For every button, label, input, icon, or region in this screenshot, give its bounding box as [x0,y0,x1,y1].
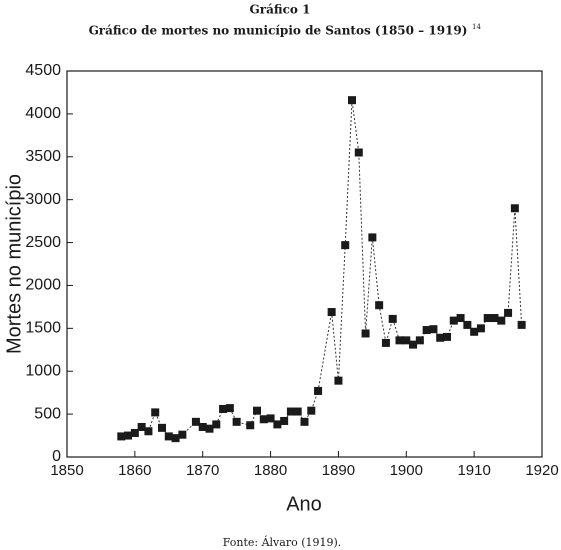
data-point [151,408,160,417]
data-point [476,324,485,333]
y-tick-label: 3000 [25,191,61,208]
y-tick-label: 500 [34,405,61,422]
data-point [327,308,336,317]
data-point [273,420,282,429]
data-point [198,422,207,431]
data-point [517,320,526,329]
data-point [456,314,465,323]
chart-title: Gráfico de mortes no município de Santos… [89,24,468,38]
data-point [191,417,200,426]
data-point [158,423,166,432]
data-point [225,404,234,413]
data-point [171,434,180,443]
data-point [354,148,363,157]
y-tick-label: 1500 [25,320,61,337]
data-point [449,316,458,325]
data-point [259,415,268,424]
data-point [415,336,424,345]
data-point [124,431,133,440]
data-point [388,314,397,323]
data-point [497,316,506,325]
x-tick-label: 1920 [525,462,558,479]
data-point [280,416,289,425]
x-axis-label: Ano [286,493,322,515]
data-point [443,332,451,341]
x-tick-label: 1860 [118,462,151,479]
data-point [422,326,431,335]
data-point [395,336,404,345]
y-tick-label: 2000 [25,277,61,294]
data-point [483,314,492,323]
data-point [463,320,472,329]
data-point [137,422,146,431]
data-point [510,204,519,213]
data-point [314,386,323,395]
data-point [361,329,370,338]
data-point [219,404,228,413]
data-point [286,407,295,416]
y-tick-label: 4500 [25,62,61,79]
data-point [164,432,173,441]
title-note: 14 [472,23,481,31]
source-note: Fonte: Álvaro (1919). [223,535,342,549]
x-tick-label: 1890 [322,462,355,479]
data-point [307,406,316,415]
data-point [293,407,302,416]
y-axis-label: Mortes no município [3,174,25,354]
y-tick-label: 1000 [25,362,61,379]
data-point [409,340,418,349]
data-point [144,427,153,436]
data-point [381,338,390,347]
y-tick-label: 2500 [25,234,61,251]
x-tick-label: 1880 [254,462,287,479]
data-point [246,421,255,430]
data-point [436,333,445,342]
data-point [253,406,261,415]
y-tick-label: 3500 [25,148,61,165]
data-point [117,432,126,441]
data-point [375,301,384,310]
x-tick-label: 1910 [457,462,490,479]
data-point [429,325,438,334]
data-point [402,336,411,345]
data-point [341,241,350,250]
x-tick-label: 1870 [186,462,219,479]
chart-heading: Gráfico 1 [250,3,311,17]
data-point [300,417,309,426]
data-point [205,424,214,433]
plot-frame [66,70,543,458]
x-tick-label: 1850 [50,462,83,479]
data-point [232,417,241,426]
data-point [212,420,221,429]
data-point [178,430,187,439]
data-point [348,96,356,105]
x-tick-label: 1900 [390,462,423,479]
data-point [470,327,479,336]
y-tick-label: 4000 [25,105,61,122]
data-point [368,233,377,242]
data-point [266,414,275,423]
data-point [504,308,513,317]
data-point [490,314,499,323]
y-tick-label: 0 [52,448,61,465]
data-point [130,428,139,437]
data-point [334,376,343,385]
